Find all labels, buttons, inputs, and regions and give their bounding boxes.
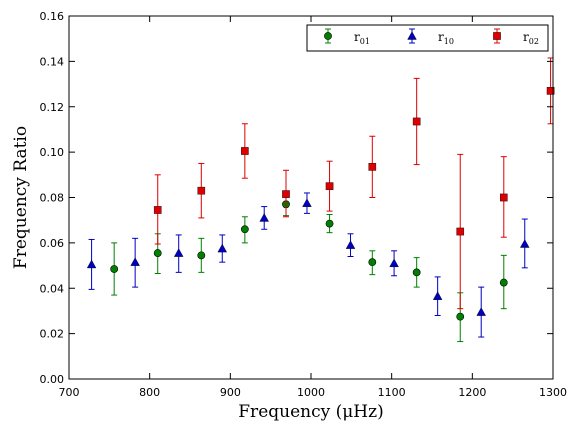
y-tick-label: 0.00 [40,373,65,386]
data-point [546,87,555,95]
legend-label: r01 [354,30,370,46]
data-point [153,206,162,214]
data-point [302,198,312,207]
data-point [325,182,334,190]
data-point [282,190,290,198]
series-r10 [86,192,530,338]
data-point [345,240,356,249]
legend-label-subscript: 10 [444,37,454,46]
x-tick-label: 900 [220,386,241,399]
y-tick-label: 0.08 [40,192,65,205]
data-marks [86,57,555,343]
data-point [456,312,465,321]
data-point [412,117,421,126]
y-axis-label: Frequency Ratio [11,126,31,269]
legend: r01 r10 r02 [306,24,549,52]
x-tick-label: 700 [59,386,80,399]
data-point [456,227,465,236]
data-point [368,258,377,267]
data-point [86,259,97,269]
data-point [240,225,249,234]
legend-label: r10 [438,30,454,46]
legend-box [306,24,549,52]
data-point [259,213,269,222]
x-axis-label: Frequency (μHz) [238,402,383,422]
y-tick-label: 0.12 [40,101,65,114]
data-point [197,186,206,195]
data-point [325,219,334,228]
x-tick-label: 800 [139,386,160,399]
legend-label: r02 [523,30,539,46]
y-tick-label: 0.04 [40,282,65,295]
data-point [412,268,421,277]
legend-marker [407,31,417,40]
data-point [197,251,206,260]
legend-label-subscript: 02 [529,37,539,46]
series-r02 [153,57,555,310]
y-tick-label: 0.14 [40,55,65,68]
legend-marker [493,32,501,40]
data-point [520,239,530,248]
data-point [476,307,486,316]
legend-label-base: r [438,30,444,44]
y-tick-label: 0.10 [40,146,65,159]
x-tick-label: 1200 [458,386,486,399]
legend-label-base: r [523,30,529,44]
legend-label-subscript: 01 [360,37,370,46]
y-tick-label: 0.02 [40,328,65,341]
data-point [217,243,228,253]
data-point [241,147,249,155]
legend-marker [324,32,332,40]
y-tick-label: 0.06 [40,237,65,250]
data-point [173,248,184,257]
x-tick-label: 1100 [378,386,406,399]
data-point [130,257,140,266]
y-tick-label: 0.16 [40,10,65,23]
data-point [432,291,443,300]
series-r01 [110,193,508,343]
legend-label-base: r [354,30,360,44]
x-tick-label: 1000 [297,386,325,399]
data-point [110,265,119,273]
data-point [499,278,508,287]
data-point [153,249,162,257]
data-point [499,193,508,202]
x-tick-label: 1300 [539,386,567,399]
data-point [368,163,377,171]
axis-ticks: 700 800 900 1000 1100 1200 1300 0.00 0.02 0.04 0.0… [40,10,568,399]
data-point [389,258,399,268]
